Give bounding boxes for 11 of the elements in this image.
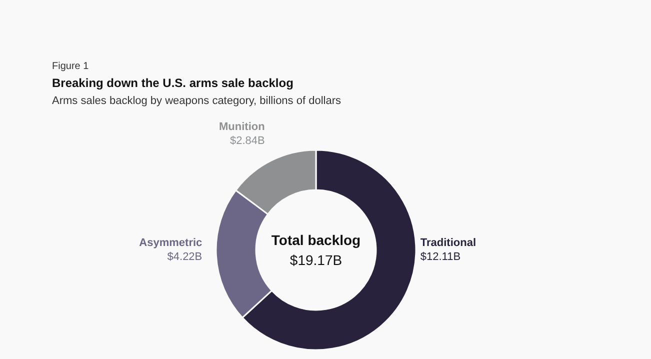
caption: Figure 1	[52, 61, 90, 72]
chart-subtitle: Arms sales backlog by weapons category, billions of dollars	[52, 95, 342, 107]
text: Total backlog	[271, 232, 361, 248]
data-label: $2.84B	[230, 135, 265, 148]
text: $19.17B	[290, 252, 342, 268]
data-label: $4.22B	[167, 251, 202, 263]
slice-label: Traditional	[420, 237, 476, 249]
slice-label: Asymmetric	[139, 237, 202, 249]
chart-title: Breaking down the U.S. arms sale backlog	[52, 76, 294, 90]
slice-label: Munition	[219, 121, 266, 134]
data-label: $12.11B	[420, 251, 461, 263]
